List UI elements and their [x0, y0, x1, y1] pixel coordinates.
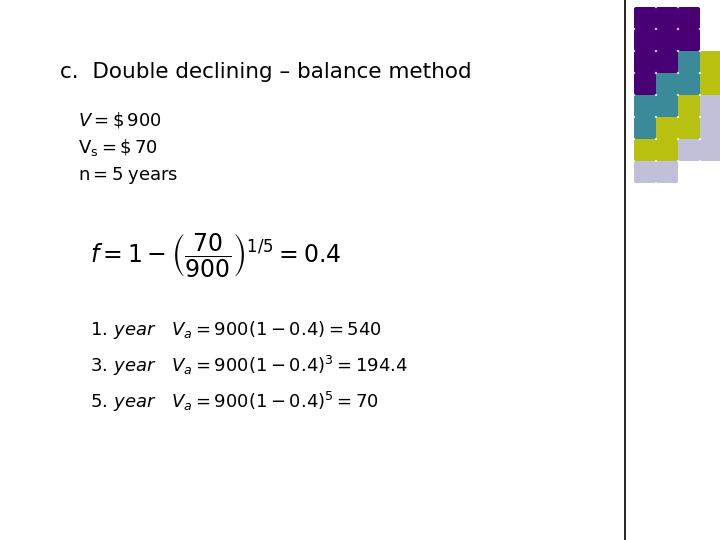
- FancyBboxPatch shape: [634, 29, 656, 51]
- FancyBboxPatch shape: [656, 29, 678, 51]
- FancyBboxPatch shape: [700, 51, 720, 73]
- FancyBboxPatch shape: [700, 117, 720, 139]
- Text: $5.\,\mathit{year}\quad V_a = 900\left(1-0.4\right)^5 = 70$: $5.\,\mathit{year}\quad V_a = 900\left(1…: [90, 390, 379, 414]
- FancyBboxPatch shape: [678, 51, 700, 73]
- FancyBboxPatch shape: [656, 7, 678, 29]
- FancyBboxPatch shape: [656, 139, 678, 161]
- FancyBboxPatch shape: [634, 7, 656, 29]
- FancyBboxPatch shape: [634, 161, 656, 183]
- FancyBboxPatch shape: [634, 73, 656, 95]
- FancyBboxPatch shape: [678, 95, 700, 117]
- FancyBboxPatch shape: [678, 139, 700, 161]
- FancyBboxPatch shape: [656, 73, 678, 95]
- FancyBboxPatch shape: [678, 29, 700, 51]
- FancyBboxPatch shape: [678, 73, 700, 95]
- Text: c.  Double declining – balance method: c. Double declining – balance method: [60, 62, 472, 82]
- FancyBboxPatch shape: [656, 95, 678, 117]
- FancyBboxPatch shape: [656, 51, 678, 73]
- FancyBboxPatch shape: [634, 139, 656, 161]
- Text: $3.\,\mathit{year}\quad V_a = 900\left(1-0.4\right)^3 = 194.4$: $3.\,\mathit{year}\quad V_a = 900\left(1…: [90, 354, 408, 378]
- FancyBboxPatch shape: [700, 95, 720, 117]
- FancyBboxPatch shape: [700, 139, 720, 161]
- FancyBboxPatch shape: [700, 73, 720, 95]
- Text: $V = \$\,900$: $V = \$\,900$: [78, 110, 162, 130]
- FancyBboxPatch shape: [634, 117, 656, 139]
- FancyBboxPatch shape: [678, 117, 700, 139]
- FancyBboxPatch shape: [634, 95, 656, 117]
- FancyBboxPatch shape: [656, 117, 678, 139]
- Text: $\mathrm{n} = 5\;\mathrm{years}$: $\mathrm{n} = 5\;\mathrm{years}$: [78, 165, 179, 186]
- Text: $f = 1 - \left(\dfrac{70}{900}\right)^{1/5} = 0.4$: $f = 1 - \left(\dfrac{70}{900}\right)^{1…: [90, 231, 341, 279]
- FancyBboxPatch shape: [678, 7, 700, 29]
- Text: $\mathrm{V_s} = \$\,70$: $\mathrm{V_s} = \$\,70$: [78, 138, 158, 159]
- FancyBboxPatch shape: [634, 51, 656, 73]
- FancyBboxPatch shape: [656, 161, 678, 183]
- Text: $1.\,\mathit{year}\quad V_a = 900\left(1-0.4\right)= 540$: $1.\,\mathit{year}\quad V_a = 900\left(1…: [90, 319, 382, 341]
